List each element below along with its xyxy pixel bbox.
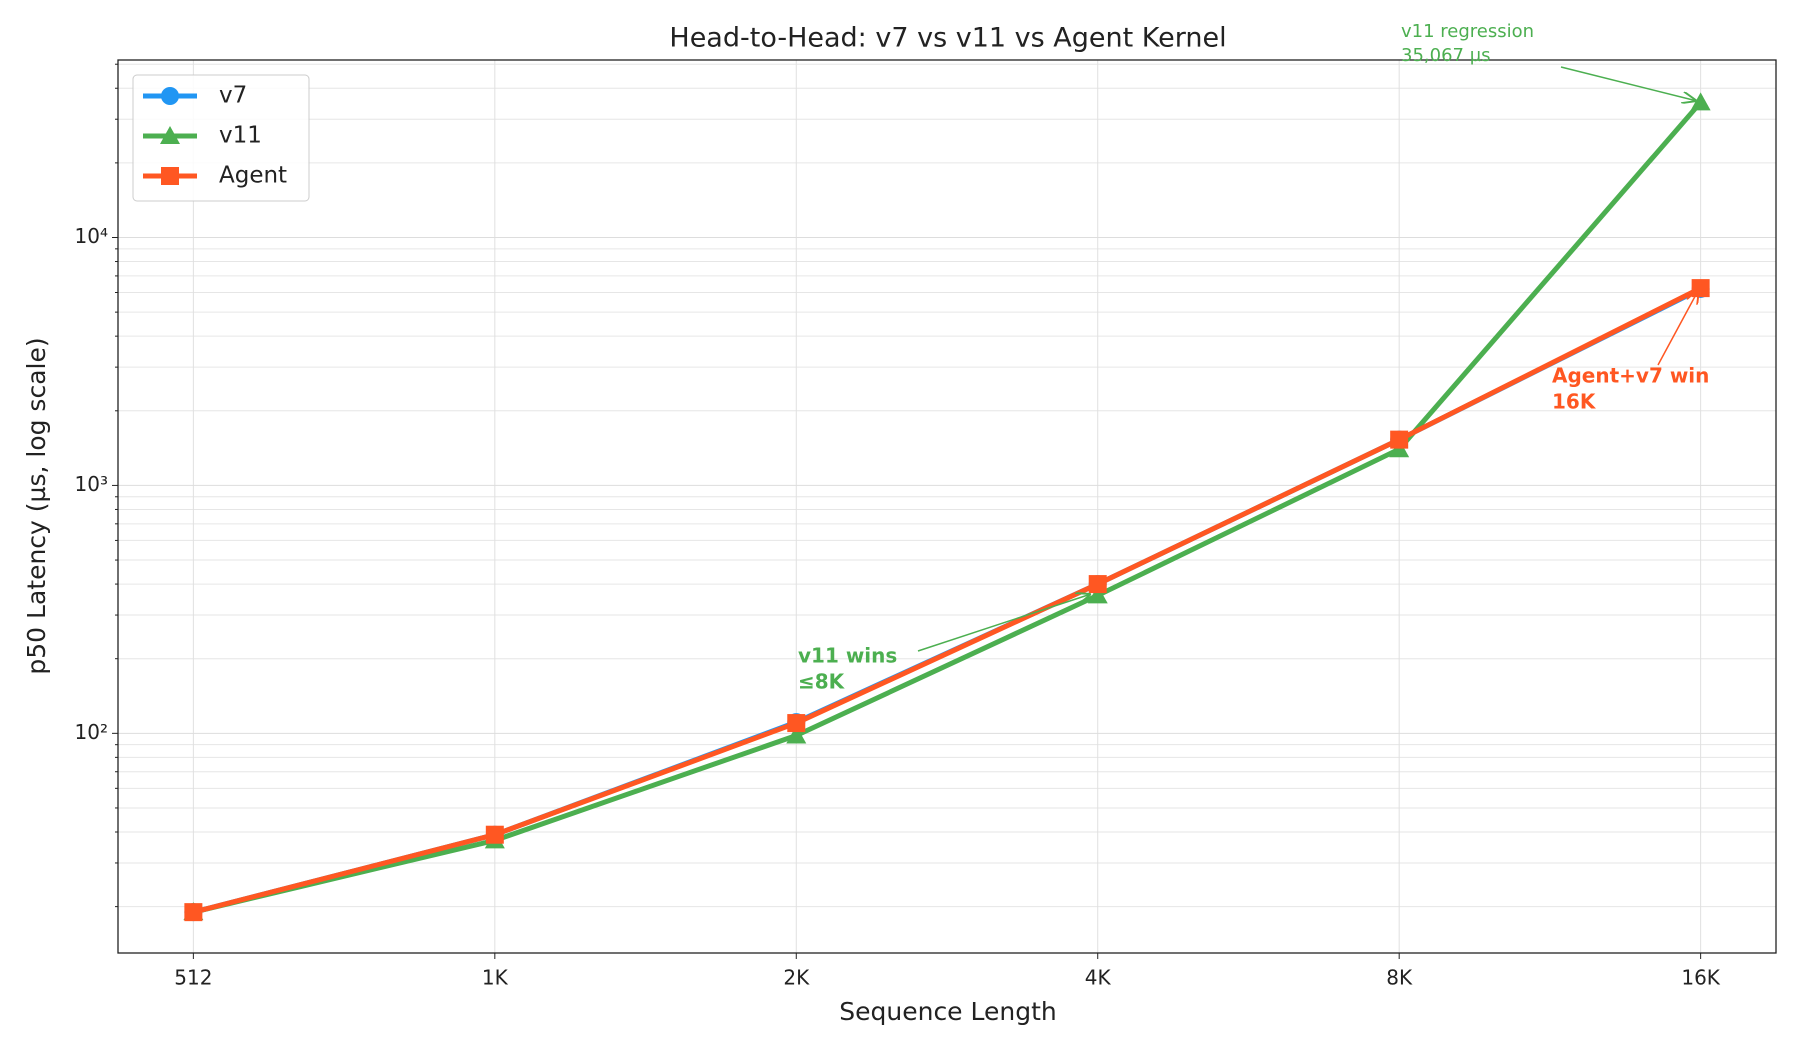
annotation-text: Agent+v7 win xyxy=(1552,364,1709,388)
x-tick-label: 8K xyxy=(1386,966,1413,990)
annotation-text: v11 regression xyxy=(1401,21,1534,42)
series-line xyxy=(192,285,1702,915)
annotation-text: ≤8K xyxy=(798,670,846,694)
annotation-text: v11 wins xyxy=(798,644,897,668)
point xyxy=(160,126,180,144)
point xyxy=(1690,92,1711,111)
y-tick-label: 10³ xyxy=(75,472,108,496)
annotation-text: 16K xyxy=(1552,390,1597,414)
legend: v7 v11 Agent xyxy=(132,74,310,202)
point xyxy=(1088,575,1107,594)
x-tick-label: 16K xyxy=(1681,966,1720,990)
x-tick-label: 2K xyxy=(783,966,810,990)
point xyxy=(161,167,179,185)
point xyxy=(787,714,806,733)
x-tick-label: 512 xyxy=(174,966,212,990)
point xyxy=(485,825,504,844)
point xyxy=(161,87,179,105)
series-line xyxy=(192,286,1702,915)
x-axis-label: Sequence Length xyxy=(839,997,1057,1026)
point xyxy=(786,725,807,744)
legend-label: Agent xyxy=(219,163,287,189)
point xyxy=(184,903,203,922)
y-axis-label: p50 Latency (µs, log scale) xyxy=(22,337,51,674)
series-line xyxy=(192,100,1703,915)
annotation-arrow xyxy=(917,594,1091,652)
x-tick-label: 1K xyxy=(482,966,509,990)
x-tick-label: 4K xyxy=(1085,966,1112,990)
y-tick-label: 10² xyxy=(75,720,108,744)
legend-label: v7 xyxy=(219,83,247,109)
chart-title: Head-to-Head: v7 vs v11 vs Agent Kernel xyxy=(669,23,1226,54)
point xyxy=(1390,430,1409,449)
y-tick-label: 10⁴ xyxy=(75,224,108,248)
annotation-arrow xyxy=(1560,66,1697,101)
annotation-text: 35,067 µs xyxy=(1401,45,1491,66)
annotation-arrow xyxy=(1657,289,1699,366)
point xyxy=(1691,279,1710,298)
legend-label: v11 xyxy=(219,123,262,149)
plot-frame xyxy=(117,59,1777,954)
